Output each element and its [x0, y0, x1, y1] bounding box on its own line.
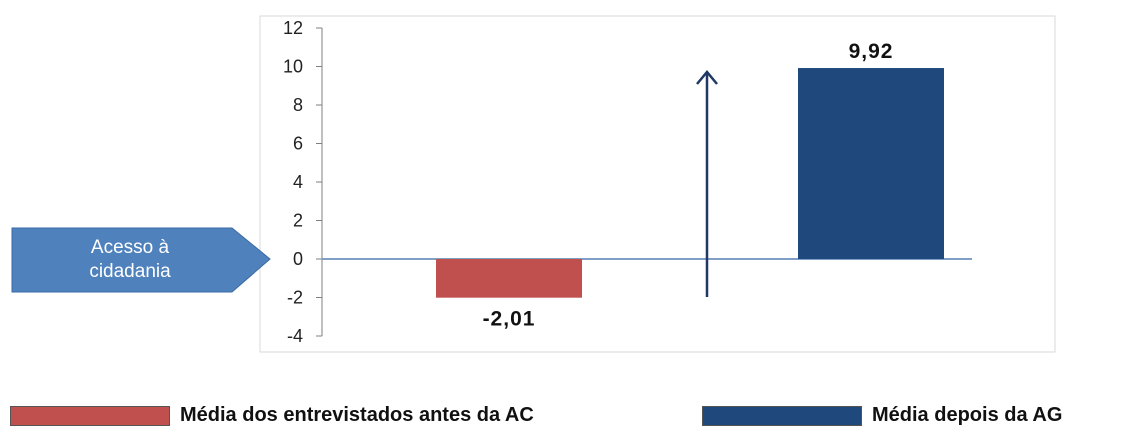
- legend-swatch-after: [702, 405, 862, 426]
- legend: Média dos entrevistados antes da AC Médi…: [0, 404, 1127, 430]
- data-label-after: 9,92: [849, 40, 894, 63]
- callout-line-1: Acesso à: [91, 237, 170, 258]
- data-labels: -2,01 9,92: [483, 40, 894, 331]
- bars: [436, 68, 944, 298]
- y-tick-label: 0: [293, 249, 303, 269]
- y-tick-label: -4: [287, 326, 303, 346]
- callout-line-2: cidadania: [89, 261, 171, 282]
- chart: 12 10 8 6 4 2 0 -2 -4 -2,01 9,92 Acesso à cidadan…: [11, 15, 1056, 353]
- y-tick-label: 6: [293, 134, 303, 154]
- y-tick-label: 2: [293, 211, 303, 231]
- legend-label-after: Média depois da AG: [872, 404, 1063, 426]
- y-tick-label: -2: [287, 288, 303, 308]
- data-label-before: -2,01: [483, 308, 536, 331]
- y-tick-label: 12: [283, 18, 303, 38]
- y-tick-label: 10: [283, 57, 303, 77]
- y-tick-label: 4: [293, 172, 303, 192]
- legend-item-after: Média depois da AG: [702, 404, 1062, 427]
- plot-area: [259, 15, 1056, 353]
- y-tick-label: 8: [293, 95, 303, 115]
- callout-arrow: Acesso à cidadania: [11, 227, 271, 293]
- legend-label-before: Média dos entrevistados antes da AC: [180, 404, 534, 426]
- legend-item-before: Média dos entrevistados antes da AC: [10, 404, 534, 427]
- bar-before: [436, 259, 582, 298]
- legend-swatch-before: [10, 405, 170, 426]
- bar-after: [798, 68, 944, 259]
- up-arrow-icon: [696, 70, 718, 297]
